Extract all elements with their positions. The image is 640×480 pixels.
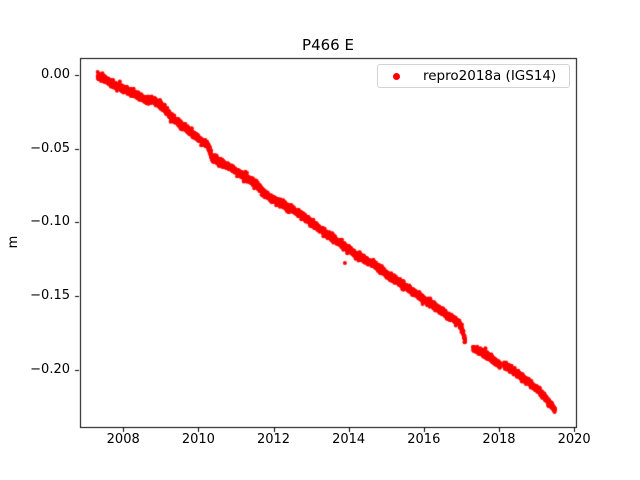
y-tick-label: −0.20 [30,361,70,377]
legend-marker-dot [393,72,400,80]
x-tick-label: 2010 [181,432,215,447]
x-tick-label: 2020 [557,432,591,447]
x-tick-label: 2012 [256,432,291,447]
y-tick-label: 0.00 [41,66,70,82]
x-tick-label: 2018 [482,432,516,447]
y-tick-label: −0.15 [30,287,70,303]
legend-label: repro2018a (IGS14) [423,68,557,84]
x-tick-label: 2016 [407,432,441,447]
y-axis-label: m [6,235,21,249]
x-tick-label: 2014 [332,432,366,447]
x-tick-label: 2008 [106,432,140,447]
y-tick-label: −0.05 [30,140,70,156]
chart-title: P466 E [302,36,354,54]
legend: repro2018a (IGS14) [377,64,570,88]
y-tick-label: −0.10 [30,214,70,230]
